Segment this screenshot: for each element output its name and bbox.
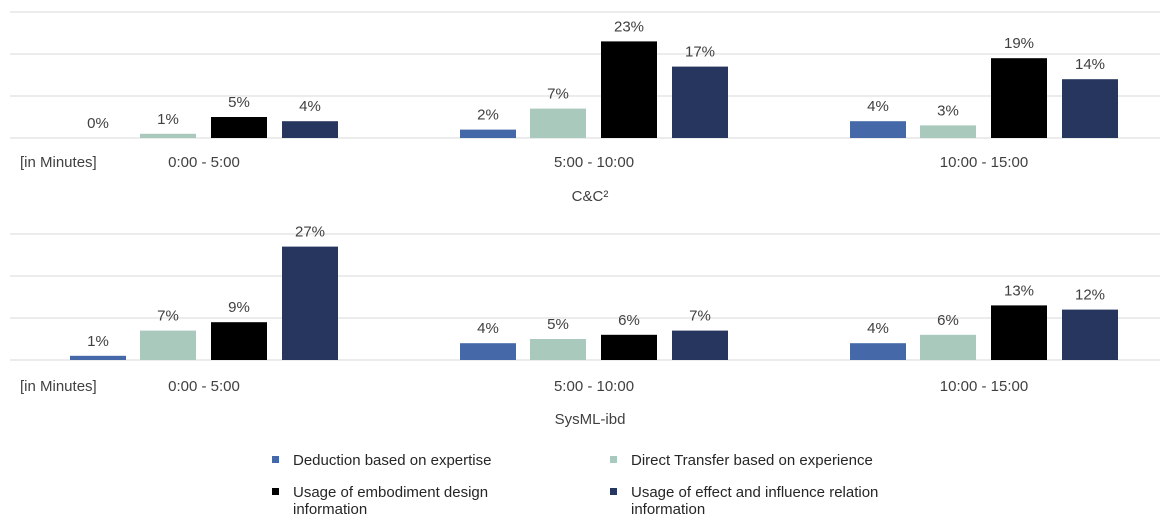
bar bbox=[70, 355, 126, 360]
data-label: 9% bbox=[228, 299, 250, 316]
bar bbox=[530, 339, 586, 360]
bar bbox=[672, 330, 728, 360]
data-label: 13% bbox=[1004, 282, 1034, 299]
data-label: 2% bbox=[477, 107, 499, 124]
data-label: 4% bbox=[299, 98, 321, 115]
bar-series: 0% 2% 4% bbox=[87, 98, 906, 138]
x-tick-label: 5:00 - 10:00 bbox=[554, 378, 634, 395]
chart-title: C&C² bbox=[572, 188, 609, 205]
data-label: 3% bbox=[937, 102, 959, 119]
bar bbox=[601, 41, 657, 138]
data-label: 19% bbox=[1004, 35, 1034, 52]
data-label: 6% bbox=[618, 312, 640, 329]
data-label: 4% bbox=[867, 320, 889, 337]
data-label: 14% bbox=[1075, 56, 1105, 73]
data-label: 5% bbox=[228, 94, 250, 111]
data-label: 7% bbox=[547, 86, 569, 103]
data-label: 7% bbox=[157, 308, 179, 325]
legend-swatch bbox=[272, 456, 279, 463]
data-label: 0% bbox=[87, 115, 109, 132]
bar bbox=[991, 58, 1047, 139]
bar bbox=[850, 121, 906, 138]
x-tick-label: 0:00 - 5:00 bbox=[168, 378, 240, 395]
data-label: 6% bbox=[937, 312, 959, 329]
data-label: 5% bbox=[547, 316, 569, 333]
data-label: 17% bbox=[685, 44, 715, 61]
legend-item: Usage of embodiment design information bbox=[272, 484, 543, 518]
bar-series: 1% 7% 3% bbox=[140, 86, 976, 138]
bar-series: 7% 5% 6% bbox=[140, 308, 976, 360]
chart-title: SysML-ibd bbox=[555, 411, 626, 428]
bar bbox=[140, 133, 196, 138]
bar bbox=[211, 117, 267, 138]
bar bbox=[460, 343, 516, 360]
data-label: 7% bbox=[689, 308, 711, 325]
data-label: 4% bbox=[477, 320, 499, 337]
legend-item: Deduction based on expertise bbox=[272, 452, 593, 469]
x-tick-label: 10:00 - 15:00 bbox=[940, 154, 1028, 171]
legend-label: Direct Transfer based on experience bbox=[631, 452, 873, 469]
bar bbox=[991, 305, 1047, 360]
bar bbox=[140, 330, 196, 360]
data-label: 12% bbox=[1075, 287, 1105, 304]
bar bbox=[211, 322, 267, 360]
x-axis-label: [in Minutes] bbox=[20, 154, 97, 171]
bar-series: 4% 17% 14% bbox=[282, 44, 1118, 138]
legend-label: Usage of effect and influence relation i… bbox=[631, 484, 879, 518]
bar-series: 9% 6% 13% bbox=[211, 282, 1047, 360]
x-axis-label: [in Minutes] bbox=[20, 378, 97, 395]
bar bbox=[850, 343, 906, 360]
x-tick-label: 10:00 - 15:00 bbox=[940, 378, 1028, 395]
bar bbox=[601, 334, 657, 360]
bar-series: 5% 23% 19% bbox=[211, 18, 1047, 139]
bar bbox=[1062, 309, 1118, 360]
bar bbox=[530, 108, 586, 138]
x-tick-label: 5:00 - 10:00 bbox=[554, 154, 634, 171]
x-tick-label: 0:00 - 5:00 bbox=[168, 154, 240, 171]
bar bbox=[920, 334, 976, 360]
data-label: 23% bbox=[614, 18, 644, 35]
legend-label: Usage of embodiment design information bbox=[293, 484, 489, 518]
charts: [in Minutes] C&C² 0:00 - 5:00 5:00 - 10:00 1… bbox=[10, 11, 1160, 428]
legend-item: Direct Transfer based on experience bbox=[610, 452, 931, 469]
legend-swatch bbox=[610, 456, 617, 463]
legend-swatch bbox=[272, 488, 279, 495]
bar-series: 27% 7% 12% bbox=[282, 224, 1118, 360]
data-label: 1% bbox=[157, 111, 179, 128]
bar bbox=[282, 121, 338, 138]
bar bbox=[672, 66, 728, 138]
legend-label: Deduction based on expertise bbox=[293, 452, 492, 469]
bar bbox=[1062, 79, 1118, 138]
legend-item: Usage of effect and influence relation i… bbox=[610, 484, 931, 518]
bar bbox=[460, 129, 516, 138]
data-label: 1% bbox=[87, 333, 109, 350]
data-label: 27% bbox=[295, 224, 325, 241]
legend-swatch bbox=[610, 488, 617, 495]
bar-series: 1% 4% 4% bbox=[70, 320, 906, 360]
bar bbox=[282, 246, 338, 360]
data-label: 4% bbox=[867, 98, 889, 115]
bar bbox=[920, 125, 976, 138]
